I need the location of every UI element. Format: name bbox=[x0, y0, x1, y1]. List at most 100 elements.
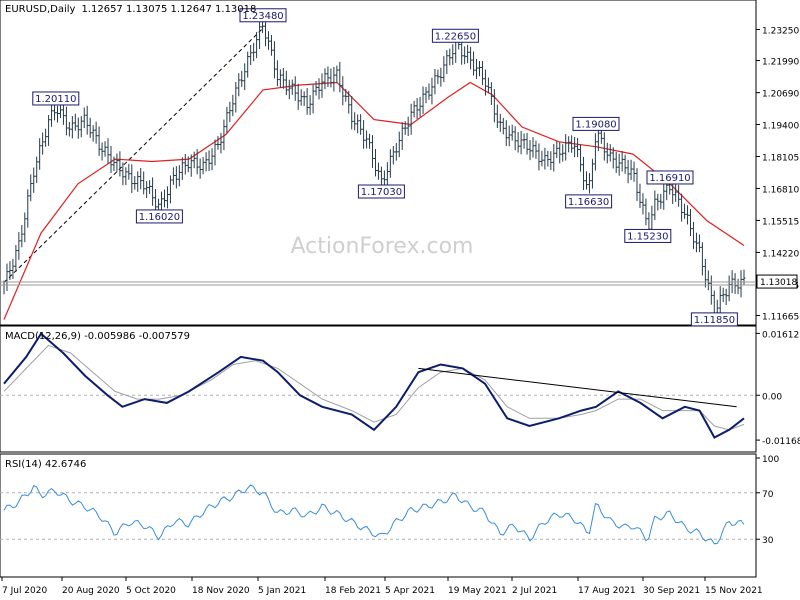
ohlc-bar bbox=[145, 180, 149, 199]
ohlc-bar bbox=[258, 21, 262, 49]
x-tick-label: 17 Aug 2021 bbox=[578, 586, 636, 596]
ohlc-bar bbox=[41, 132, 45, 155]
x-tick-label: 20 Aug 2020 bbox=[62, 586, 120, 596]
ohlc-bar bbox=[531, 137, 535, 158]
ohlc-bar bbox=[561, 144, 565, 162]
ohlc-bar bbox=[632, 161, 636, 182]
rsi-tick-label: 70 bbox=[762, 490, 774, 500]
ohlc-bar bbox=[421, 86, 425, 114]
ohlc-bar bbox=[32, 167, 36, 193]
ohlc-bar bbox=[400, 122, 404, 150]
price-tick-label: 1.19400 bbox=[762, 122, 799, 132]
annotation-box bbox=[135, 209, 183, 224]
price-annotation: 1.20110 bbox=[32, 91, 80, 106]
price-tick-label: 1.20690 bbox=[762, 90, 799, 100]
ohlc-bar bbox=[73, 113, 77, 131]
ohlc-bar bbox=[225, 106, 229, 134]
dashed-trendline bbox=[3, 27, 264, 283]
ohlc-bar bbox=[237, 73, 241, 97]
ohlc-bar bbox=[216, 136, 220, 150]
ohlc-bar bbox=[579, 144, 583, 172]
rsi-tick-label: 30 bbox=[762, 536, 774, 546]
ohlc-bar bbox=[359, 114, 363, 135]
ohlc-bar bbox=[266, 31, 270, 50]
x-tick-label: 18 Feb 2021 bbox=[325, 586, 381, 596]
annotation-box bbox=[690, 312, 738, 327]
ohlc-bar bbox=[507, 125, 511, 147]
ohlc-bar bbox=[555, 141, 559, 158]
rsi-tick-label: 100 bbox=[762, 455, 779, 465]
ohlc-bar bbox=[287, 79, 291, 100]
rsi-line bbox=[3, 484, 745, 545]
price-annotation: 1.16630 bbox=[565, 194, 613, 209]
ohlc-bar bbox=[38, 138, 42, 170]
ohlc-bar bbox=[91, 125, 95, 142]
annotation-box bbox=[239, 8, 287, 23]
ohlc-bar bbox=[240, 70, 244, 87]
price-annotation: 1.19080 bbox=[572, 116, 620, 131]
ohlc-bar bbox=[332, 66, 336, 92]
ohlc-bar bbox=[201, 157, 205, 175]
price-annotation: 1.17030 bbox=[357, 184, 405, 199]
ohlc-bar bbox=[338, 61, 342, 93]
ohlc-bar bbox=[368, 133, 372, 149]
ohlc-bar bbox=[112, 156, 116, 172]
annotation-box bbox=[565, 194, 613, 209]
ohlc-bar bbox=[516, 132, 520, 153]
ohlc-bar bbox=[587, 173, 591, 194]
ohlc-bar bbox=[139, 167, 143, 190]
x-tick-label: 19 May 2021 bbox=[448, 586, 507, 596]
ohlc-bar bbox=[127, 163, 131, 180]
ohlc-bar bbox=[14, 245, 18, 272]
ohlc-bar bbox=[94, 121, 98, 144]
ohlc-bar bbox=[463, 46, 467, 65]
ohlc-bar bbox=[480, 61, 484, 86]
ohlc-bar bbox=[680, 193, 684, 222]
ohlc-bar bbox=[433, 69, 437, 95]
ohlc-bar bbox=[466, 44, 470, 64]
ohlc-bar bbox=[617, 153, 621, 176]
ohlc-bar bbox=[329, 68, 333, 88]
macd-tick-label: 0.016122 bbox=[762, 330, 800, 340]
ohlc-bar bbox=[700, 242, 704, 276]
ohlc-bar bbox=[356, 114, 360, 134]
ma-line bbox=[3, 81, 745, 320]
ohlc-bar bbox=[64, 106, 68, 136]
ohlc-bar bbox=[183, 154, 187, 175]
ohlc-bar bbox=[207, 150, 211, 172]
ohlc-bar bbox=[195, 149, 199, 175]
ohlc-bar bbox=[290, 79, 294, 95]
ohlc-bar bbox=[246, 51, 250, 78]
ohlc-bar bbox=[558, 142, 562, 164]
ohlc-bar bbox=[391, 146, 395, 165]
ohlc-bar bbox=[691, 221, 695, 250]
ohlc-bar bbox=[311, 84, 315, 114]
ohlc-bar bbox=[293, 76, 297, 101]
ohlc-bar bbox=[347, 90, 351, 114]
ohlc-bar bbox=[50, 102, 54, 127]
ohlc-bar bbox=[436, 69, 440, 85]
ohlc-bar bbox=[486, 77, 490, 94]
annotation-box bbox=[624, 228, 672, 243]
ohlc-bar bbox=[483, 69, 487, 96]
ohlc-bar bbox=[582, 156, 586, 191]
last-price-label: 1.13018 bbox=[760, 278, 797, 288]
ohlc-bar bbox=[475, 58, 479, 79]
ohlc-bar bbox=[439, 67, 443, 87]
ohlc-bar bbox=[703, 258, 707, 288]
ohlc-bar bbox=[641, 193, 645, 215]
ohlc-bar bbox=[543, 147, 547, 170]
ohlc-bar bbox=[186, 156, 190, 173]
annotation-label: 1.15230 bbox=[627, 231, 668, 242]
rsi-panel-frame bbox=[0, 453, 757, 578]
ohlc-bar bbox=[174, 166, 178, 189]
ohlc-bar bbox=[177, 165, 181, 187]
ohlc-bar bbox=[546, 150, 550, 167]
ohlc-bar bbox=[55, 105, 59, 123]
ohlc-bar bbox=[382, 170, 386, 186]
ohlc-bar bbox=[379, 166, 383, 188]
ohlc-bar bbox=[427, 83, 431, 100]
ohlc-bar bbox=[210, 148, 214, 171]
last-price-badge bbox=[756, 274, 798, 289]
annotation-box bbox=[572, 116, 620, 131]
